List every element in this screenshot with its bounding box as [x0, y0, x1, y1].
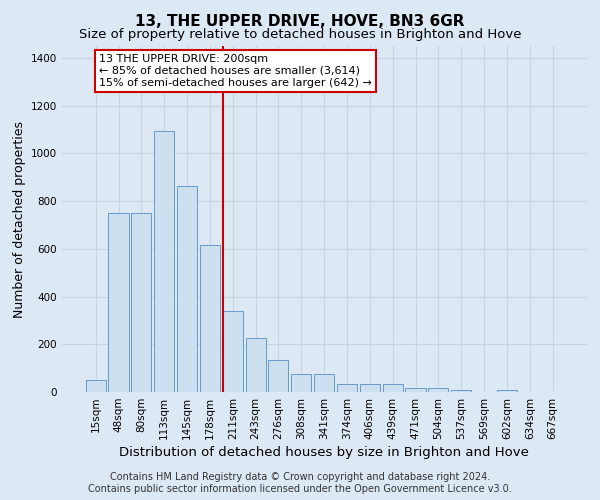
Bar: [131, 213, 151, 392]
Bar: [360, 384, 380, 392]
Text: Contains HM Land Registry data © Crown copyright and database right 2024.
Contai: Contains HM Land Registry data © Crown c…: [88, 472, 512, 494]
Bar: [314, 374, 334, 392]
Bar: [86, 380, 106, 392]
Bar: [154, 130, 174, 392]
Bar: [268, 360, 289, 392]
Y-axis label: Number of detached properties: Number of detached properties: [13, 120, 26, 318]
Bar: [451, 390, 471, 392]
X-axis label: Distribution of detached houses by size in Brighton and Hove: Distribution of detached houses by size …: [119, 446, 529, 459]
Text: 13, THE UPPER DRIVE, HOVE, BN3 6GR: 13, THE UPPER DRIVE, HOVE, BN3 6GR: [135, 14, 465, 29]
Text: 13 THE UPPER DRIVE: 200sqm
← 85% of detached houses are smaller (3,614)
15% of s: 13 THE UPPER DRIVE: 200sqm ← 85% of deta…: [99, 54, 372, 88]
Bar: [291, 374, 311, 392]
Bar: [428, 388, 448, 392]
Bar: [337, 384, 357, 392]
Bar: [245, 338, 266, 392]
Text: Size of property relative to detached houses in Brighton and Hove: Size of property relative to detached ho…: [79, 28, 521, 41]
Bar: [223, 311, 243, 392]
Bar: [406, 388, 425, 392]
Bar: [109, 213, 128, 392]
Bar: [383, 384, 403, 392]
Bar: [497, 390, 517, 392]
Bar: [200, 246, 220, 392]
Bar: [177, 186, 197, 392]
